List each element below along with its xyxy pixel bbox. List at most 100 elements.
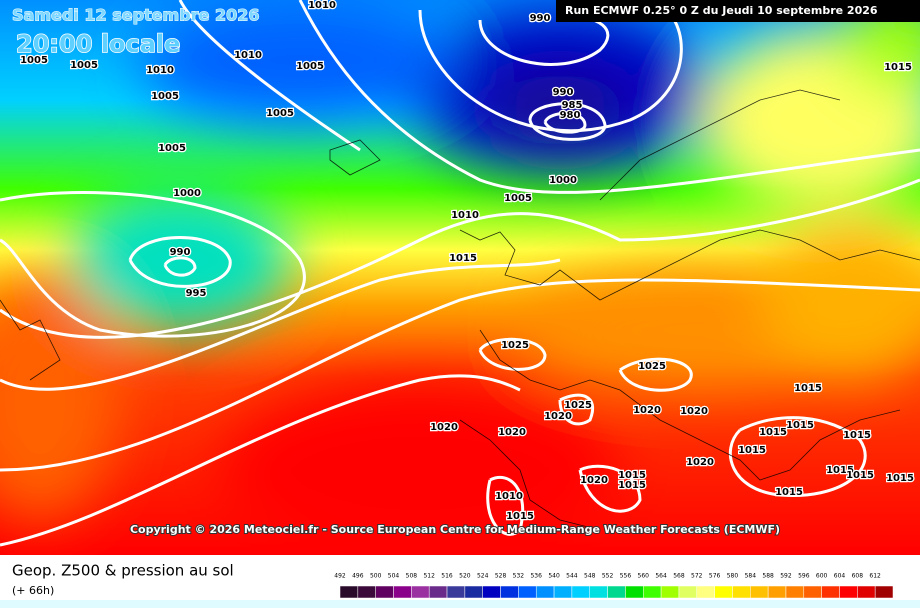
scale-label: 524	[477, 573, 489, 580]
isobar-label: 1015	[759, 427, 787, 438]
scale-label: 520	[459, 573, 471, 580]
scale-label: 512	[423, 573, 435, 580]
map-time: 20:00 locale	[16, 30, 180, 58]
legend-strip	[0, 600, 920, 608]
isobar-label: 1005	[158, 143, 186, 154]
scale-swatch	[874, 585, 894, 599]
scale-label: 568	[673, 573, 685, 580]
isobar-label: 1020	[633, 405, 661, 416]
scale-label: 548	[584, 573, 596, 580]
scale-label: 544	[566, 573, 578, 580]
scale-swatch	[518, 585, 537, 599]
isobar-label: 1005	[20, 55, 48, 66]
scale-label: 592	[780, 573, 792, 580]
isobar-label: 990	[170, 247, 191, 258]
isobar-label: 1025	[638, 361, 666, 372]
isobar-label: 1015	[775, 487, 803, 498]
scale-swatch	[589, 585, 608, 599]
isobar-label: 1000	[549, 175, 577, 186]
scale-label: 500	[370, 573, 382, 580]
isobar-label: 1015	[506, 511, 534, 522]
scale-swatch	[464, 585, 483, 599]
isobar-label: 1020	[580, 475, 608, 486]
scale-swatch	[625, 585, 644, 599]
scale-label: 516	[441, 573, 453, 580]
scale-swatch	[375, 585, 394, 599]
scale-label: 612	[869, 573, 881, 580]
scale-label: 584	[745, 573, 757, 580]
scale-label: 508	[406, 573, 418, 580]
legend-title: Geop. Z500 & pression au sol	[12, 562, 234, 580]
scale-label: 532	[513, 573, 525, 580]
scale-label: 552	[602, 573, 614, 580]
scale-swatch	[411, 585, 430, 599]
scale-swatch	[393, 585, 412, 599]
scale-swatch	[857, 585, 876, 599]
scale-swatch	[821, 585, 840, 599]
scale-label: 556	[620, 573, 632, 580]
isobar-label: 1015	[843, 430, 871, 441]
scale-label: 536	[530, 573, 542, 580]
run-box	[556, 0, 920, 22]
isobar-label: 1000	[173, 188, 201, 199]
isobar-label: 1020	[498, 427, 526, 438]
isobar-label: 1020	[544, 411, 572, 422]
scale-label: 576	[709, 573, 721, 580]
isobar-label: 995	[186, 288, 207, 299]
isobar-label: 980	[560, 110, 581, 121]
scale-label: 604	[834, 573, 846, 580]
run-info: Run ECMWF 0.25° 0 Z du Jeudi 10 septembr…	[565, 4, 878, 17]
isobar-label: 990	[553, 87, 574, 98]
scale-swatch	[750, 585, 769, 599]
isobar-label: 1015	[884, 62, 912, 73]
isobar-label: 1015	[449, 253, 477, 264]
isobar-label: 1010	[451, 210, 479, 221]
scale-swatch	[607, 585, 626, 599]
isobar-label: 1015	[886, 473, 914, 484]
scale-label: 596	[798, 573, 810, 580]
scale-label: 600	[816, 573, 828, 580]
scale-label: 564	[655, 573, 667, 580]
scale-swatch	[428, 585, 448, 599]
legend-lead: (+ 66h)	[12, 584, 54, 597]
isobar-label: 1005	[151, 91, 179, 102]
isobar-label: 1015	[826, 465, 854, 476]
scale-swatch	[714, 585, 733, 599]
isobar-label: 985	[562, 100, 583, 111]
isobar-label: 1015	[786, 420, 814, 431]
scale-swatch	[446, 585, 466, 599]
scale-swatch	[535, 585, 555, 599]
isobar-label: 1005	[266, 108, 294, 119]
isobar-label: 1005	[504, 193, 532, 204]
isobar-label: 1025	[501, 340, 529, 351]
scale-swatch	[785, 585, 805, 599]
scale-label: 588	[762, 573, 774, 580]
isobar-label: 1020	[430, 422, 458, 433]
scale-label: 560	[638, 573, 650, 580]
scale-swatch	[339, 585, 359, 599]
scale-label: 492	[334, 573, 346, 580]
scale-label: 496	[352, 573, 364, 580]
isobar-label: 1020	[686, 457, 714, 468]
scale-label: 504	[388, 573, 400, 580]
scale-swatch	[660, 585, 680, 599]
scale-label: 580	[727, 573, 739, 580]
isobar-label: 1005	[296, 61, 324, 72]
isobar-label: 990	[530, 13, 551, 24]
isobar-label: 1010	[146, 65, 174, 76]
isobar-label: 1015	[618, 470, 646, 481]
scale-swatch	[732, 585, 751, 599]
scale-swatch	[482, 585, 501, 599]
isobar-label: 1010	[495, 491, 523, 502]
scale-label: 528	[495, 573, 507, 580]
isobar-label: 1015	[738, 445, 766, 456]
map-date: Samedi 12 septembre 2026	[12, 6, 259, 25]
scale-swatch	[839, 585, 858, 599]
isobar-label: 1015	[794, 383, 822, 394]
isobar-label: 1010	[308, 0, 336, 11]
scale-swatch	[571, 585, 590, 599]
scale-swatch	[357, 585, 376, 599]
isobar-label: 1010	[234, 50, 262, 61]
